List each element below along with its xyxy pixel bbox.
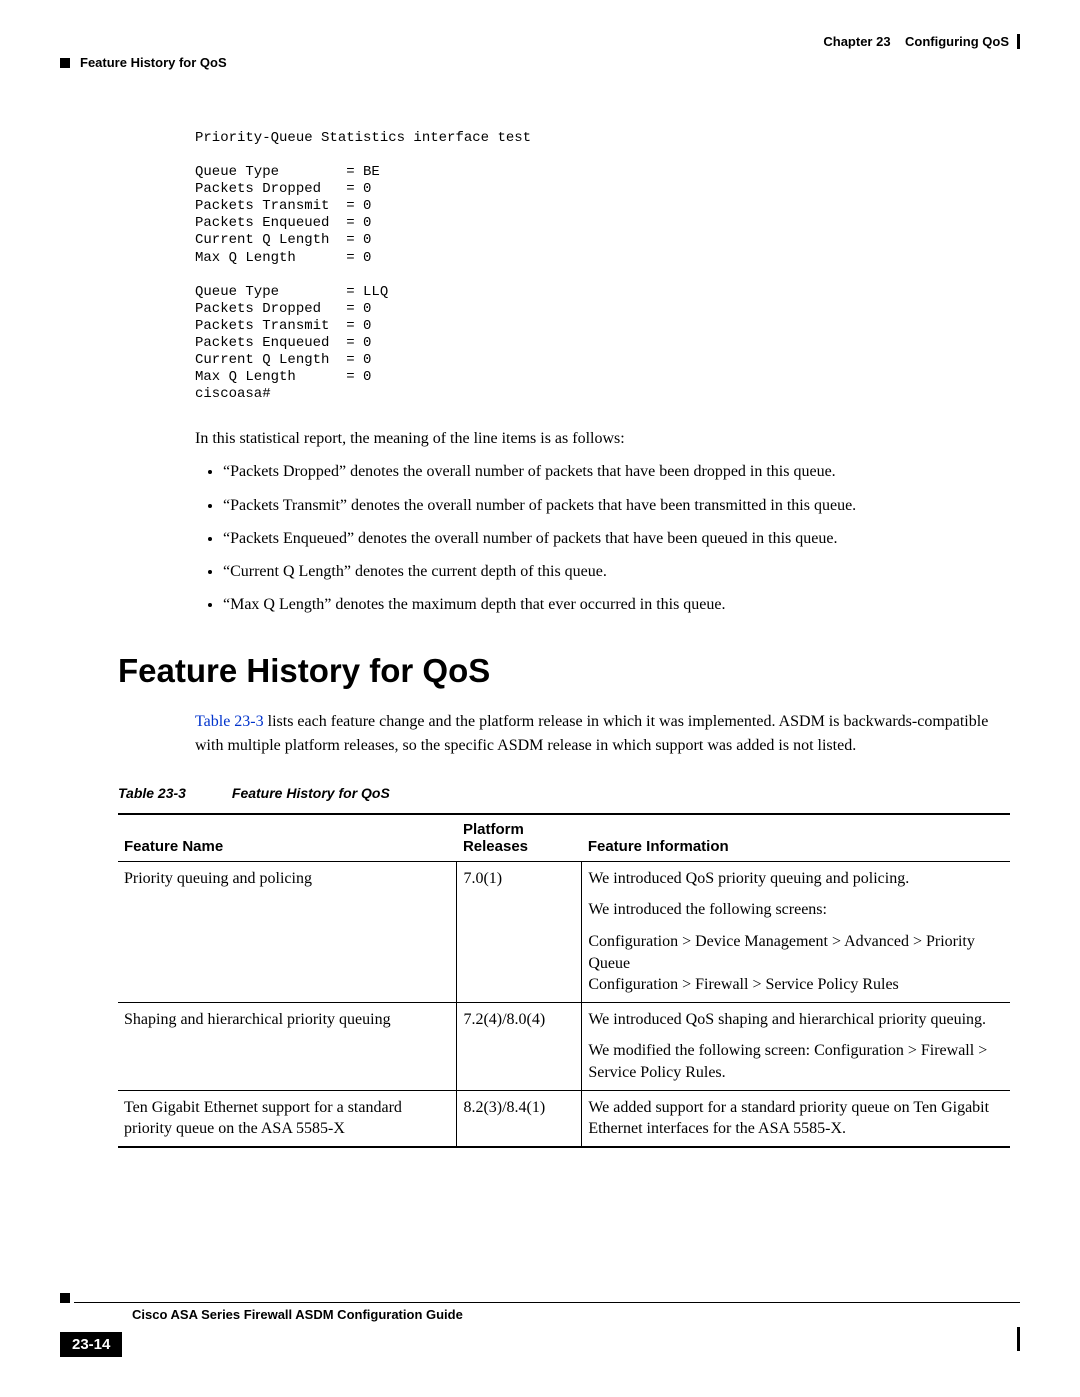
- list-item: “Packets Transmit” denotes the overall n…: [223, 494, 1010, 517]
- info-line: Configuration > Device Management > Adva…: [588, 931, 1004, 996]
- info-line: We added support for a standard priority…: [588, 1097, 1004, 1140]
- col-header-platform-releases: PlatformReleases: [457, 814, 582, 862]
- table-row: Ten Gigabit Ethernet support for a stand…: [118, 1090, 1010, 1147]
- square-bullet-icon: [60, 58, 70, 68]
- table-caption-number: Table 23-3: [118, 785, 228, 801]
- cell-feature-name: Priority queuing and policing: [118, 861, 457, 1002]
- cell-feature-name: Ten Gigabit Ethernet support for a stand…: [118, 1090, 457, 1147]
- col-header-feature-info: Feature Information: [582, 814, 1010, 862]
- list-item: “Packets Enqueued” denotes the overall n…: [223, 527, 1010, 550]
- cell-info: We introduced QoS shaping and hierarchic…: [582, 1002, 1010, 1090]
- col-header-feature-name: Feature Name: [118, 814, 457, 862]
- section-marker: Feature History for QoS: [80, 55, 227, 70]
- table-header-row: Feature Name PlatformReleases Feature In…: [118, 814, 1010, 862]
- footer-book-title: Cisco ASA Series Firewall ASDM Configura…: [132, 1307, 463, 1322]
- cell-release: 7.2(4)/8.0(4): [457, 1002, 582, 1090]
- chapter-title: Configuring QoS: [905, 34, 1009, 49]
- page-footer: Cisco ASA Series Firewall ASDM Configura…: [60, 1289, 1020, 1357]
- chapter-number: Chapter 23: [823, 34, 890, 49]
- header-chapter: Chapter 23 Configuring QoS: [823, 34, 1020, 49]
- table-row: Shaping and hierarchical priority queuin…: [118, 1002, 1010, 1090]
- section-body: Table 23-3 lists each feature change and…: [195, 710, 1010, 756]
- list-item: “Max Q Length” denotes the maximum depth…: [223, 593, 1010, 616]
- header-left: Feature History for QoS: [60, 55, 1020, 70]
- cell-feature-name: Shaping and hierarchical priority queuin…: [118, 1002, 457, 1090]
- cell-info: We added support for a standard priority…: [582, 1090, 1010, 1147]
- info-line: We modified the following screen: Config…: [588, 1040, 1004, 1083]
- code-output: Priority-Queue Statistics interface test…: [195, 130, 1010, 403]
- info-line: We introduced the following screens:: [588, 899, 1004, 921]
- table-region: Table 23-3 Feature History for QoS Featu…: [118, 785, 1010, 1148]
- list-item: “Current Q Length” denotes the current d…: [223, 560, 1010, 583]
- footer-rule-line: [74, 1302, 1020, 1303]
- cell-release: 8.2(3)/8.4(1): [457, 1090, 582, 1147]
- table-crossref-link[interactable]: Table 23-3: [195, 713, 264, 730]
- info-line: We introduced QoS priority queuing and p…: [588, 868, 1004, 890]
- feature-history-table: Feature Name PlatformReleases Feature In…: [118, 813, 1010, 1148]
- cell-info: We introduced QoS priority queuing and p…: [582, 861, 1010, 1002]
- info-line: We introduced QoS shaping and hierarchic…: [588, 1009, 1004, 1031]
- bullet-list: “Packets Dropped” denotes the overall nu…: [223, 460, 1010, 616]
- section-paragraph-rest: lists each feature change and the platfo…: [195, 713, 988, 753]
- section-paragraph: Table 23-3 lists each feature change and…: [195, 710, 1010, 756]
- table-caption-title: Feature History for QoS: [232, 785, 390, 801]
- cell-release: 7.0(1): [457, 861, 582, 1002]
- intro-paragraph: In this statistical report, the meaning …: [195, 427, 1010, 450]
- list-item: “Packets Dropped” denotes the overall nu…: [223, 460, 1010, 483]
- footer-right-bar-icon: [1017, 1327, 1020, 1351]
- page: Chapter 23 Configuring QoS Feature Histo…: [0, 0, 1080, 1397]
- running-header: Chapter 23 Configuring QoS: [60, 34, 1020, 49]
- page-number: 23-14: [60, 1332, 122, 1357]
- main-content: Priority-Queue Statistics interface test…: [195, 130, 1010, 616]
- footer-square-icon: [60, 1293, 70, 1303]
- table-caption: Table 23-3 Feature History for QoS: [118, 785, 1010, 801]
- table-row: Priority queuing and policing 7.0(1) We …: [118, 861, 1010, 1002]
- section-heading: Feature History for QoS: [118, 652, 1020, 690]
